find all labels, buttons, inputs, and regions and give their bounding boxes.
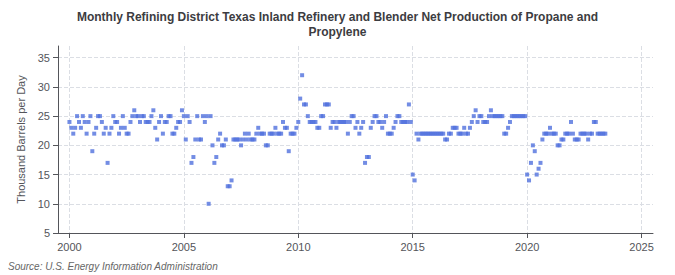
svg-text:2010: 2010: [286, 241, 310, 253]
svg-text:35: 35: [38, 52, 50, 64]
svg-text:30: 30: [38, 81, 50, 93]
svg-text:2000: 2000: [57, 241, 81, 253]
svg-text:Thousand Barrels per Day: Thousand Barrels per Day: [15, 75, 27, 204]
svg-text:2015: 2015: [400, 241, 424, 253]
svg-text:10: 10: [38, 198, 50, 210]
svg-text:15: 15: [38, 169, 50, 181]
svg-text:2005: 2005: [172, 241, 196, 253]
svg-text:5: 5: [44, 227, 50, 239]
svg-text:Propylene: Propylene: [308, 25, 366, 39]
svg-text:Source: U.S. Energy Informatio: Source: U.S. Energy Information Administ…: [8, 261, 218, 272]
svg-text:20: 20: [38, 139, 50, 151]
svg-text:2020: 2020: [515, 241, 539, 253]
svg-text:25: 25: [38, 110, 50, 122]
svg-text:Monthly Refining District Texa: Monthly Refining District Texas Inland R…: [77, 10, 598, 24]
svg-text:2025: 2025: [629, 241, 653, 253]
